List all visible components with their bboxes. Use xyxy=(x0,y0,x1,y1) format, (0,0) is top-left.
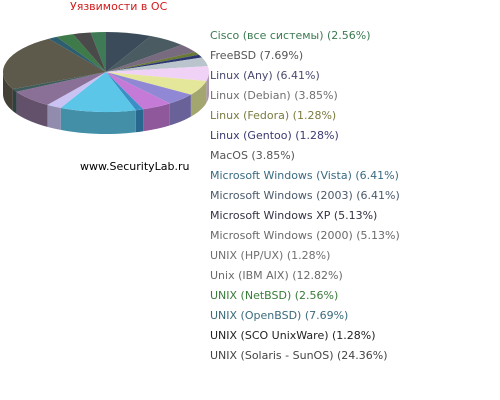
pie-slice-extra xyxy=(73,32,106,72)
legend-item: Microsoft Windows (2000) (5.13%) xyxy=(210,229,400,242)
legend-item: Microsoft Windows (2003) (6.41%) xyxy=(210,189,400,202)
pie-slice-side xyxy=(60,107,136,134)
pie-slice xyxy=(106,52,199,72)
legend-item: Unix (IBM AIX) (12.82%) xyxy=(210,269,343,282)
legend-item: MacOS (3.85%) xyxy=(210,149,295,162)
legend-item: Microsoft Windows (Vista) (6.41%) xyxy=(210,169,399,182)
pie-slice-side xyxy=(16,91,48,127)
chart-title: Уязвимости в ОС xyxy=(70,0,168,13)
pie-slice xyxy=(90,32,106,72)
pie-slice xyxy=(106,66,210,82)
pie-slice-side xyxy=(47,104,61,130)
pie-slice xyxy=(47,72,106,108)
legend-item: UNIX (HP/UX) (1.28%) xyxy=(210,249,331,262)
pie-slice-side xyxy=(190,81,207,117)
pie-slice-side xyxy=(3,72,13,112)
pie-slice xyxy=(16,72,106,105)
chart-legend: Cisco (все системы) (2.56%) FreeBSD (7.69… xyxy=(210,28,400,368)
pie-slice xyxy=(106,35,182,72)
pie-slice xyxy=(106,72,144,111)
pie-slice xyxy=(105,32,151,72)
pie-slice xyxy=(106,54,202,72)
pie-sides xyxy=(3,72,209,134)
pie-slice xyxy=(3,38,107,90)
pie-top xyxy=(3,32,210,113)
pie-slice xyxy=(106,72,170,110)
legend-item: Linux (Gentoo) (1.28%) xyxy=(210,129,339,142)
legend-item: Linux (Fedora) (1.28%) xyxy=(210,109,337,122)
pie-slice xyxy=(106,57,208,72)
legend-item: Microsoft Windows XP (5.13%) xyxy=(210,209,378,222)
pie-slice-side xyxy=(169,94,191,126)
pie-slice xyxy=(106,72,191,104)
legend-item: Linux (Debian) (3.85%) xyxy=(210,89,338,102)
pie-slice xyxy=(106,72,207,95)
pie-slice-side xyxy=(206,72,209,104)
pie-slice-extra xyxy=(48,36,106,72)
legend-item: UNIX (OpenBSD) (7.69%) xyxy=(210,309,349,322)
pie-slice-extra xyxy=(56,34,106,72)
pie-slice-side xyxy=(143,103,170,132)
pie-chart-svg xyxy=(3,32,210,134)
legend-item: Linux (Any) (6.41%) xyxy=(210,69,320,82)
pie-slice xyxy=(106,44,196,72)
pie-chart xyxy=(0,26,212,144)
legend-item: FreeBSD (7.69%) xyxy=(210,49,304,62)
pie-slice-side xyxy=(12,89,17,114)
pie-slice xyxy=(12,72,107,92)
legend-item: Cisco (все системы) (2.56%) xyxy=(210,29,371,42)
pie-slice-side xyxy=(135,109,144,133)
legend-item: UNIX (Solaris - SunOS) (24.36%) xyxy=(210,349,388,362)
legend-item: UNIX (SCO UnixWare) (1.28%) xyxy=(210,329,376,342)
legend-item: UNIX (NetBSD) (2.56%) xyxy=(210,289,339,302)
pie-slice xyxy=(60,72,136,113)
source-caption: www.SecurityLab.ru xyxy=(80,160,190,173)
